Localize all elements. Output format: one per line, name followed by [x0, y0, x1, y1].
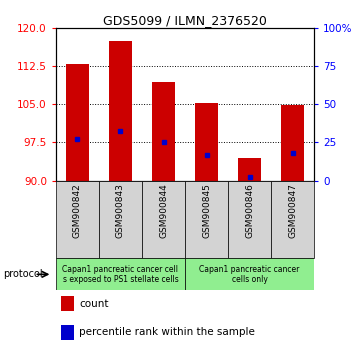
Text: GSM900845: GSM900845 [202, 183, 211, 238]
Text: percentile rank within the sample: percentile rank within the sample [79, 327, 255, 337]
FancyBboxPatch shape [185, 258, 314, 290]
Bar [61, 296, 74, 312]
Text: GSM900846: GSM900846 [245, 183, 254, 238]
FancyBboxPatch shape [228, 181, 271, 258]
Text: protocol: protocol [4, 269, 43, 279]
Text: GSM900847: GSM900847 [288, 183, 297, 238]
Text: Capan1 pancreatic cancer cell
s exposed to PS1 stellate cells: Capan1 pancreatic cancer cell s exposed … [62, 265, 178, 284]
FancyBboxPatch shape [56, 258, 185, 290]
Text: GSM900842: GSM900842 [73, 183, 82, 238]
FancyBboxPatch shape [56, 181, 99, 258]
FancyBboxPatch shape [142, 181, 185, 258]
FancyBboxPatch shape [99, 181, 142, 258]
Text: GSM900844: GSM900844 [159, 183, 168, 238]
Bar [195, 103, 218, 181]
Text: GSM900843: GSM900843 [116, 183, 125, 238]
Bar [61, 325, 74, 340]
Text: count: count [79, 299, 109, 309]
Bar [281, 105, 304, 181]
FancyBboxPatch shape [271, 181, 314, 258]
Bar [109, 41, 132, 181]
FancyBboxPatch shape [185, 181, 228, 258]
Text: Capan1 pancreatic cancer
cells only: Capan1 pancreatic cancer cells only [199, 265, 300, 284]
Title: GDS5099 / ILMN_2376520: GDS5099 / ILMN_2376520 [103, 14, 267, 27]
Bar [238, 158, 261, 181]
Bar [152, 81, 175, 181]
Bar [66, 64, 89, 181]
